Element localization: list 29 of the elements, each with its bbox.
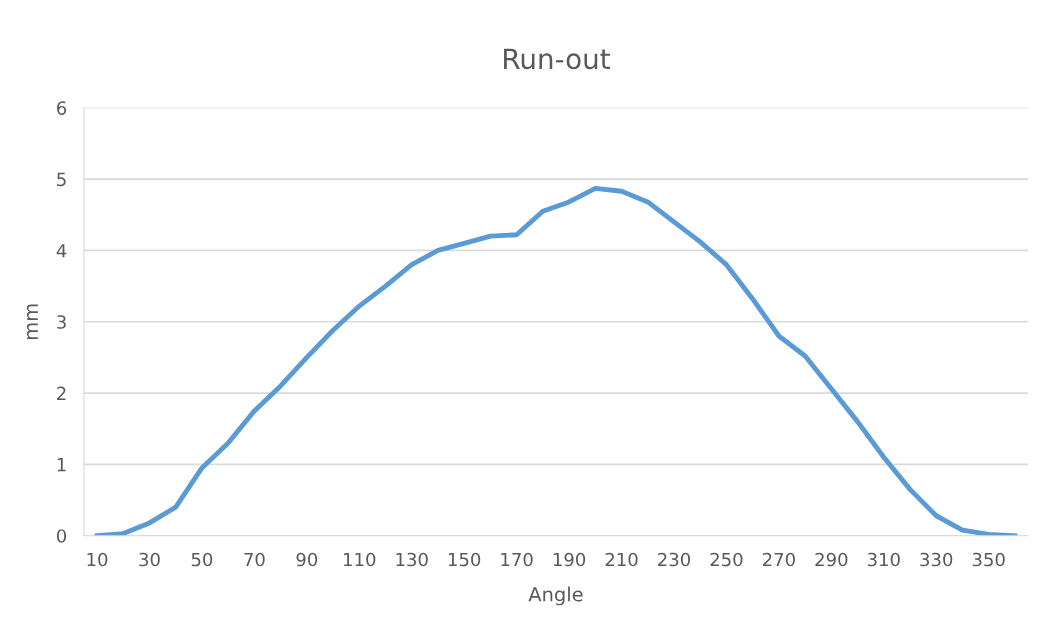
x-tick-label: 110 <box>344 552 376 567</box>
y-tick-label: 3 <box>57 315 66 329</box>
y-tick-label: 6 <box>57 101 67 115</box>
x-tick-label: 230 <box>658 552 691 567</box>
x-tick-label: 350 <box>972 552 1005 567</box>
y-tick-label: 1 <box>57 458 66 472</box>
y-tick-label: 5 <box>57 172 66 187</box>
x-tick-label: 250 <box>710 552 743 567</box>
x-tick-label: 170 <box>501 552 533 567</box>
x-tick-label: 310 <box>867 552 900 567</box>
x-tick-label: 130 <box>396 552 428 567</box>
x-tick-label: 210 <box>605 552 638 567</box>
chart-title: Run-out <box>504 48 610 70</box>
x-tick-label: 90 <box>296 552 318 567</box>
x-tick-label: 270 <box>762 552 795 567</box>
line-series <box>94 185 1018 536</box>
y-tick-label: 0 <box>56 529 67 543</box>
y-tick-label: 2 <box>57 386 66 400</box>
y-tick-label: 4 <box>56 244 67 258</box>
x-tick-label: 30 <box>139 552 160 567</box>
y-axis-title: mm <box>26 304 38 339</box>
x-axis-title: Angle <box>528 586 583 606</box>
x-tick-label: 290 <box>815 552 848 567</box>
x-tick-label: 330 <box>920 552 953 567</box>
x-tick-label: 50 <box>191 552 213 567</box>
x-tick-label: 10 <box>87 552 108 567</box>
x-tick-label: 150 <box>448 552 481 567</box>
x-tick-label: 190 <box>553 552 586 567</box>
x-tick-label: 70 <box>244 552 265 567</box>
